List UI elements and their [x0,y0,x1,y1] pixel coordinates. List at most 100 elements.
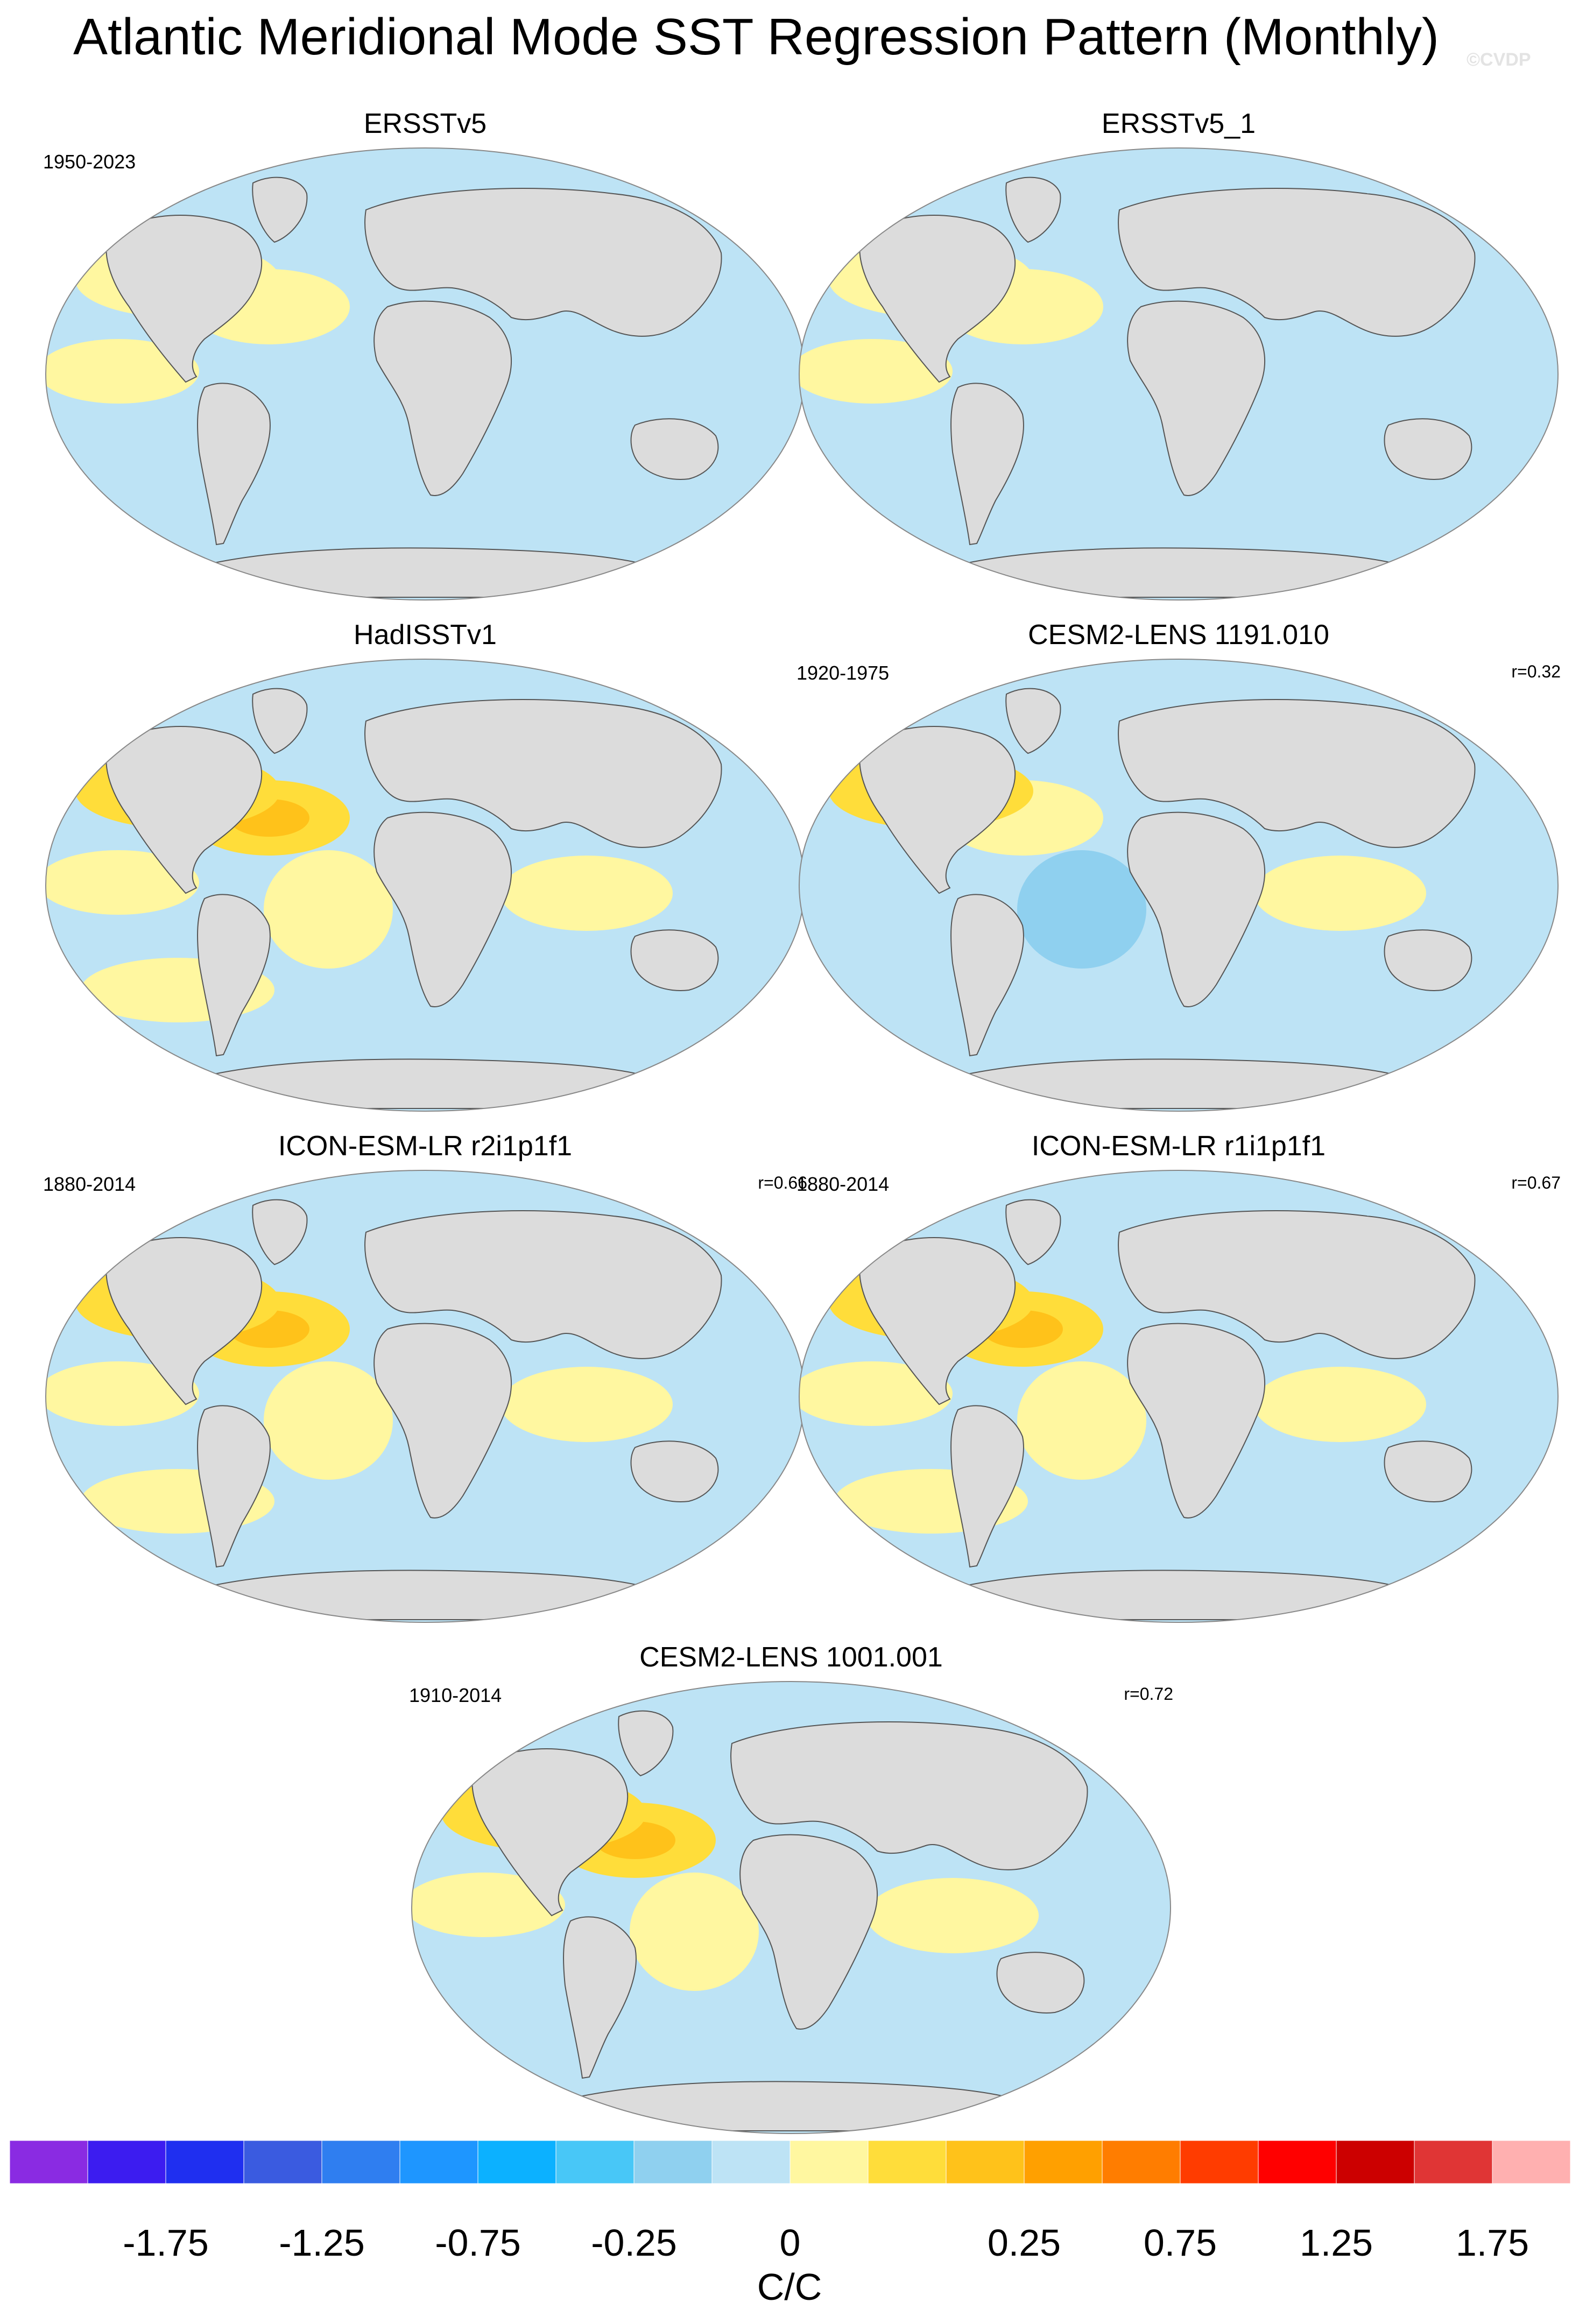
africa-landmass [739,1834,878,2030]
sst-map [45,1170,805,1623]
sst-field [46,1170,805,1622]
colorbar-swatch [1024,2141,1103,2184]
colorbar-swatch [1258,2141,1337,2184]
sst-field [412,1682,1171,2134]
greenland-landmass [252,688,308,754]
colorbar-swatch [633,2141,713,2184]
africa-landmass [373,300,512,496]
south-america-landmass [950,1405,1024,1568]
sst-map [45,147,805,601]
colorbar-swatch [10,2141,88,2184]
europe-asia-landmass [364,1210,722,1359]
anomaly-region [46,850,199,915]
anomaly-region [1254,1367,1426,1442]
cvdp-watermark: ©CVDP [1467,50,1531,70]
panel-title: ICON-ESM-LR r2i1p1f1 [278,1131,573,1162]
australia-landmass [1384,1440,1472,1502]
colorbar-swatch [946,2141,1025,2184]
north-america-landmass [859,726,1016,894]
south-america-landmass [950,383,1024,546]
map-border [799,659,1559,1112]
sst-field [46,659,805,1111]
anomaly-region [501,856,673,931]
europe-asia-landmass [364,699,722,848]
south-america-landmass [197,1405,271,1568]
colorbar-tick-label: -1.75 [123,2222,209,2264]
north-america-landmass [471,1748,629,1917]
colorbar-swatch [399,2141,478,2184]
africa-landmass [1127,811,1265,1007]
map-border [799,147,1559,601]
anomaly-region [799,1361,953,1426]
colorbar-swatch [1414,2141,1493,2184]
europe-asia-landmass [1118,699,1476,848]
panel-title: ICON-ESM-LR r1i1p1f1 [1031,1131,1326,1162]
anomaly-region [1254,856,1426,931]
colorbar-swatch [1102,2141,1181,2184]
south-america-landmass [197,894,271,1057]
panel-title: CESM2-LENS 1001.001 [639,1642,943,1673]
colorbar-swatch [790,2141,869,2184]
sst-field [799,659,1558,1111]
europe-asia-landmass [1118,1210,1476,1359]
anomaly-region [501,1367,673,1442]
colorbar-swatch [321,2141,400,2184]
colorbar-tick-label: 1.75 [1455,2222,1529,2264]
panel-correlation: r=0.66 [758,1173,807,1192]
colorbar-swatch [1336,2141,1415,2184]
panel-correlation: r=0.67 [1511,1173,1561,1192]
africa-landmass [373,1323,512,1518]
australia-landmass [996,1952,1085,2014]
map-panel: ERSSTv5 1950-2023 [43,108,807,613]
greenland-landmass [1005,176,1061,243]
greenland-landmass [1005,1199,1061,1266]
map-panel: CESM2-LENS 1001.001 1910-2014 r=0.72 [409,1641,1173,2147]
colorbar-swatch [1180,2141,1259,2184]
colorbar-swatch [477,2141,556,2184]
north-america-landmass [859,215,1016,383]
colorbar-tick-label: -0.75 [435,2222,521,2264]
europe-asia-landmass [730,1721,1088,1870]
north-america-landmass [105,726,263,894]
panel-years: 1880-2014 [796,1173,890,1195]
panel-title: ERSSTv5 [363,108,487,139]
colorbar-swatch [711,2141,791,2184]
colorbar-swatch [165,2141,244,2184]
colorbar-swatch [555,2141,635,2184]
map-panel: CESM2-LENS 1191.010 1920-1975 r=0.32 [796,619,1561,1125]
colorbar-tick-label: -0.25 [591,2222,677,2264]
anomaly-region [46,339,199,404]
panel-years: 1880-2014 [43,1173,136,1195]
greenland-landmass [252,1199,308,1266]
panel-correlation: r=0.72 [1124,1684,1173,1704]
greenland-landmass [252,176,308,243]
map-panel: ERSSTv5_1 [796,108,1561,613]
sst-field [46,148,805,600]
sst-map [411,1681,1171,2134]
colorbar-tick-label: 1.25 [1299,2222,1373,2264]
australia-landmass [630,418,719,480]
panel-years: 1950-2023 [43,151,136,173]
sst-map [799,1170,1559,1623]
europe-asia-landmass [364,188,722,337]
anomaly-region [1017,1361,1146,1480]
australia-landmass [630,1440,719,1502]
map-border [799,1170,1559,1623]
south-america-landmass [197,383,271,546]
colorbar-tick-label: 0 [779,2222,801,2264]
colorbar [10,2141,1570,2184]
sst-field [799,148,1558,600]
anomaly-region [1017,850,1146,969]
sst-field [799,1170,1558,1622]
anomaly-region [46,1361,199,1426]
south-america-landmass [950,894,1024,1057]
south-america-landmass [563,1916,637,2079]
africa-landmass [1127,1323,1265,1518]
sst-map [799,147,1559,601]
australia-landmass [1384,929,1472,991]
panel-correlation: r=0.32 [1511,662,1561,681]
australia-landmass [1384,418,1472,480]
panel-years: 1910-2014 [409,1684,502,1706]
panel-title: ERSSTv5_1 [1101,108,1256,139]
sst-map [799,659,1559,1112]
